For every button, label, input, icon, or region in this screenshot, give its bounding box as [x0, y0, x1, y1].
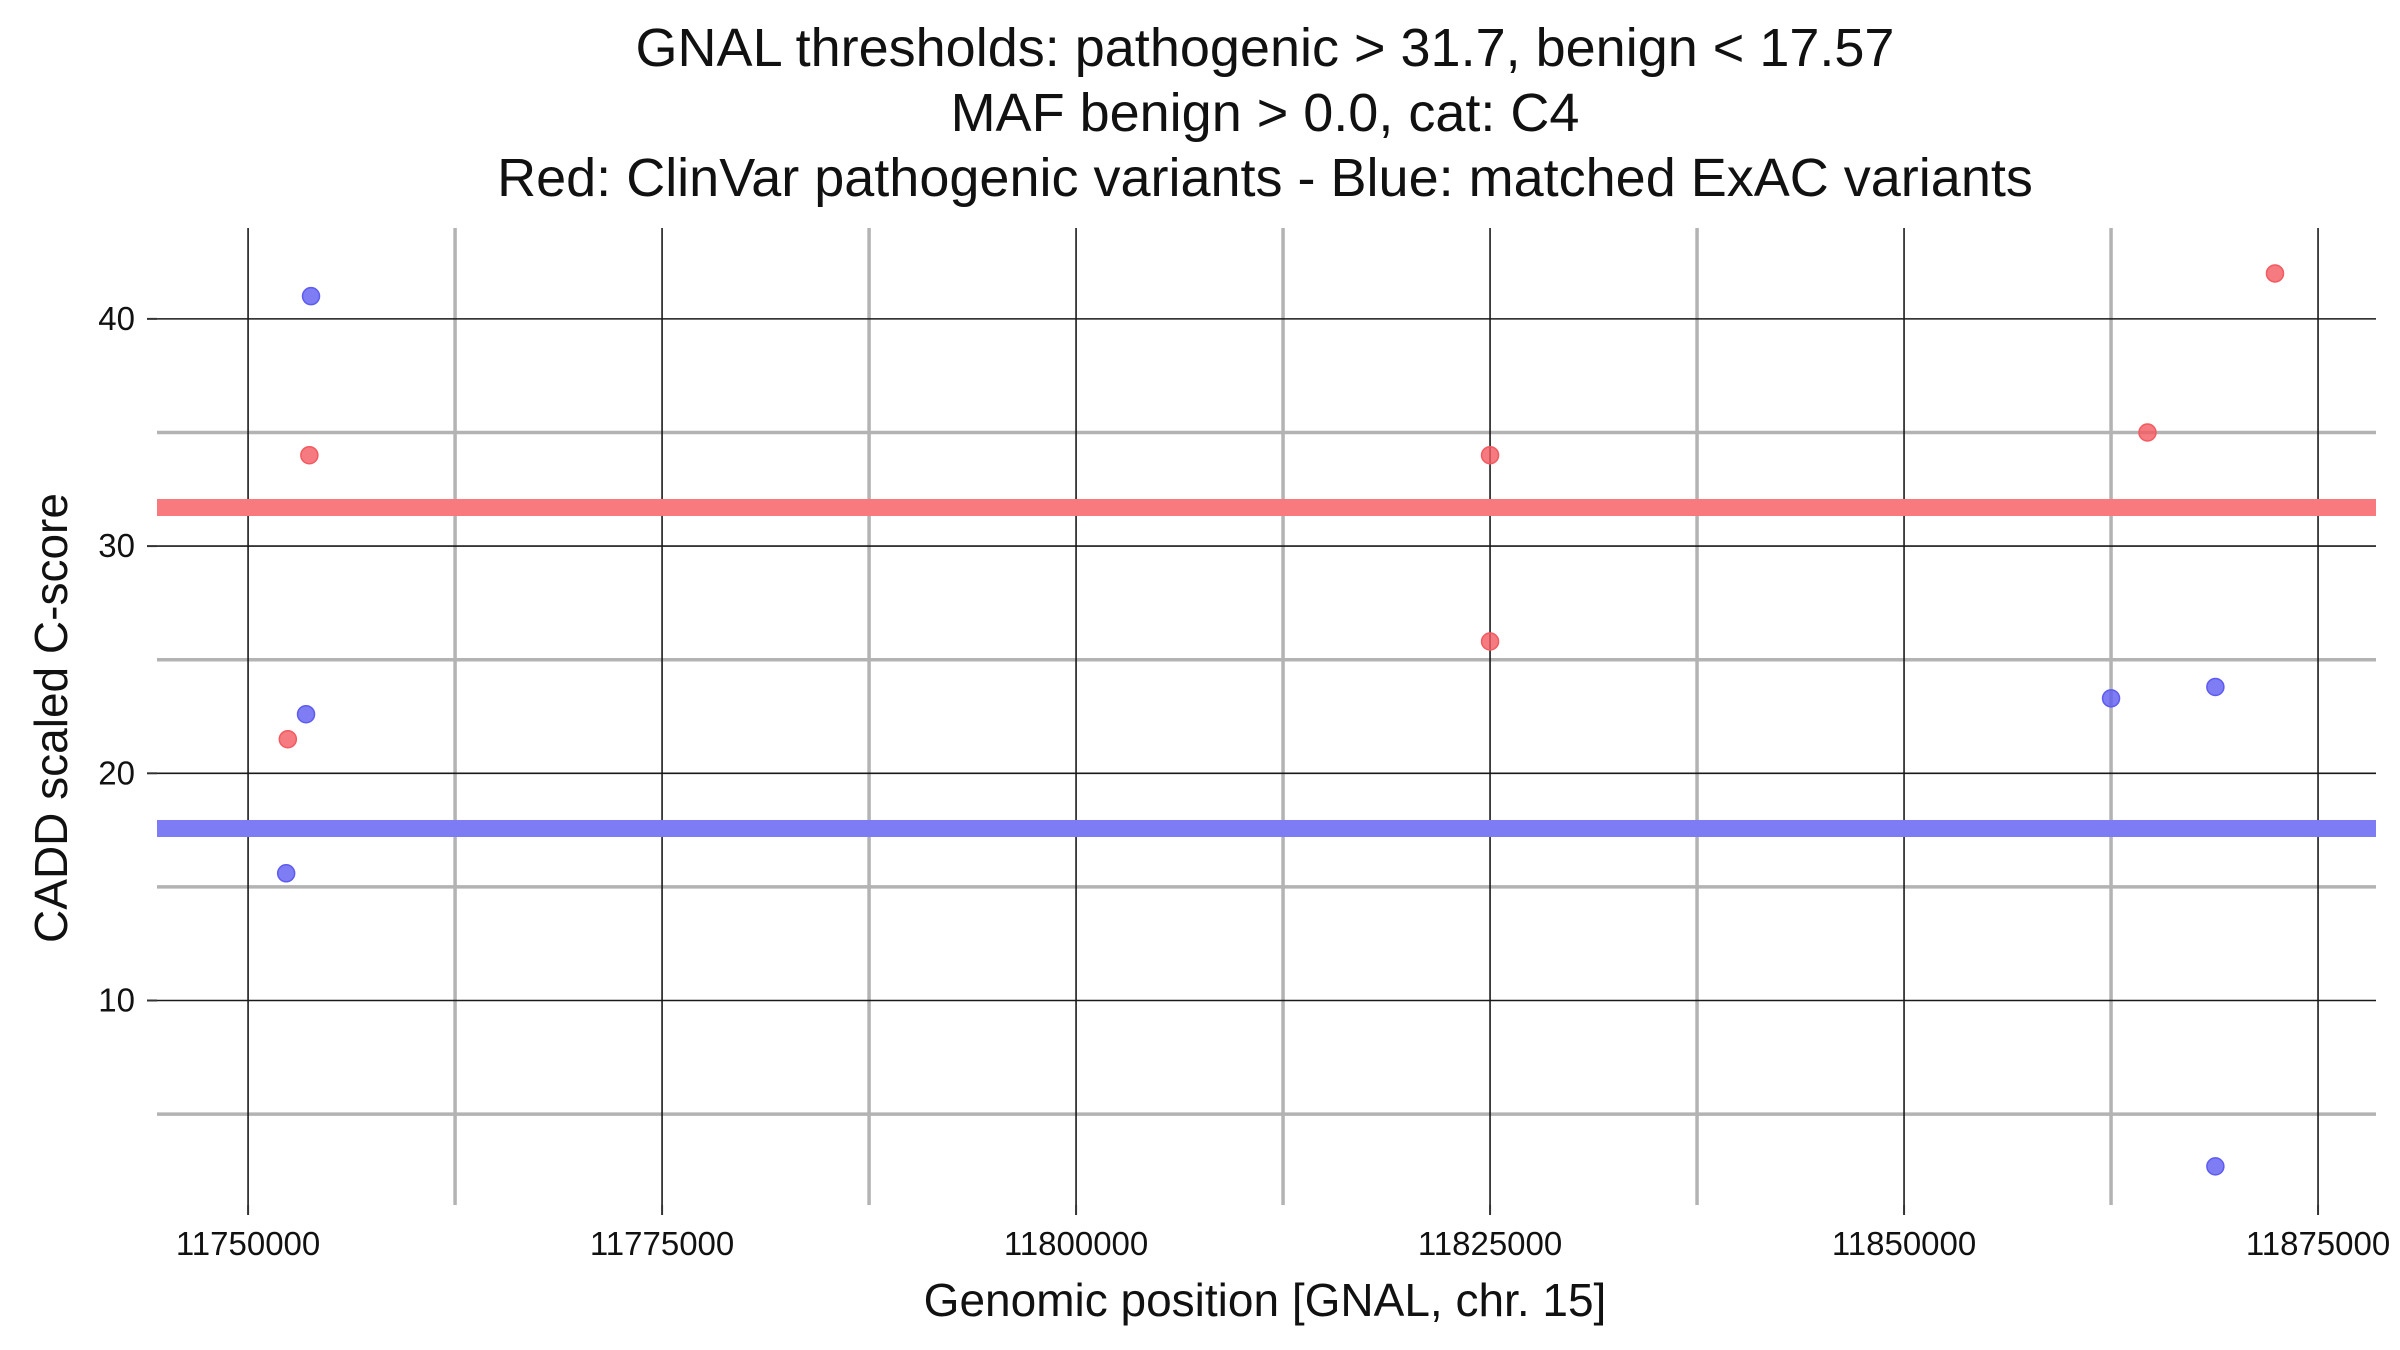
chart-title-line-1: GNAL thresholds: pathogenic > 31.7, beni…: [636, 18, 1895, 78]
x-tick-label: 11825000: [1418, 1225, 1562, 1262]
chart-title: GNAL thresholds: pathogenic > 31.7, beni…: [497, 18, 2033, 208]
x-tick-label: 11750000: [176, 1225, 320, 1262]
x-tick-label: 11875000: [2246, 1225, 2390, 1262]
data-point-series-2: [296, 704, 316, 724]
y-tick-label: 10: [98, 982, 135, 1019]
data-points: [276, 264, 2285, 1176]
x-tick-label: 11775000: [590, 1225, 734, 1262]
y-tick-label: 20: [98, 754, 135, 791]
data-point-series-2: [2206, 1157, 2225, 1176]
y-axis-title: CADD scaled C-score: [25, 493, 77, 943]
threshold-lines: [157, 498, 2376, 838]
chart-title-line-2: MAF benign > 0.0, cat: C4: [951, 83, 1580, 143]
data-point-series-1: [2138, 423, 2157, 442]
x-axis-title: Genomic position [GNAL, chr. 15]: [924, 1274, 1607, 1326]
data-point-series-1: [1480, 445, 1500, 465]
data-point-series-2: [276, 864, 296, 883]
data-point-series-1: [300, 445, 319, 465]
axis-ticks: 11750000 11775000 11800000 11825000 11850000…: [98, 300, 2390, 1262]
x-tick-label: 11800000: [1004, 1225, 1148, 1262]
data-point-series-2: [301, 286, 321, 306]
chart-title-line-3: Red: ClinVar pathogenic variants - Blue:…: [497, 148, 2033, 208]
data-point-series-2: [2101, 689, 2121, 708]
data-point-series-1: [2265, 264, 2285, 283]
grid: [157, 228, 2376, 1205]
y-tick-label: 40: [98, 300, 135, 337]
x-tick-label: 11850000: [1832, 1225, 1976, 1262]
data-point-series-2: [2206, 677, 2225, 697]
data-point-series-1: [278, 729, 298, 749]
y-tick-label: 30: [98, 527, 135, 564]
data-point-series-1: [1480, 632, 1500, 651]
